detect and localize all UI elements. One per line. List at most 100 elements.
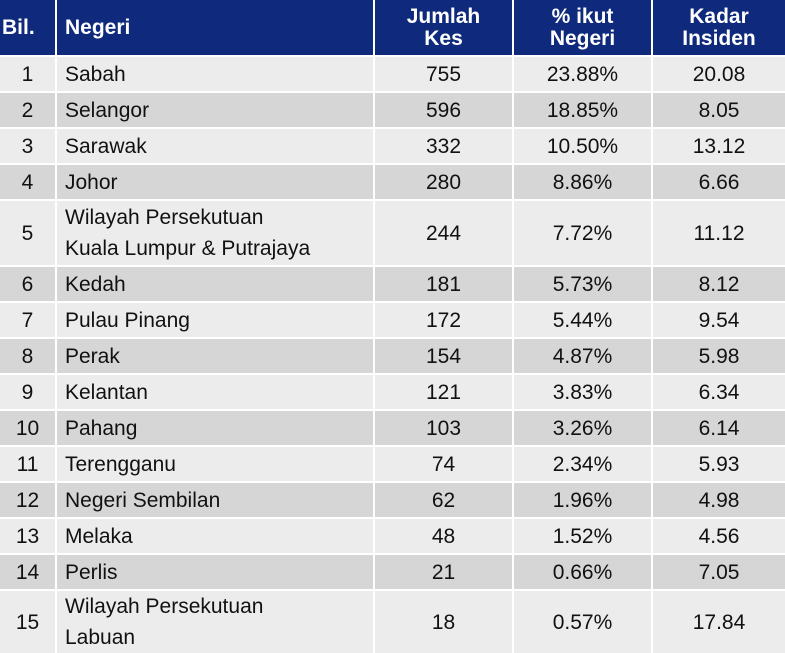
cell-peratus: 0.57%: [513, 589, 653, 653]
table-row: 10 Pahang 103 3.26% 6.14: [0, 409, 785, 446]
negeri-line2: Labuan: [65, 626, 136, 649]
cell-jumlah-kes: 755: [374, 55, 514, 92]
cell-peratus: 3.26%: [513, 409, 653, 446]
cell-bil: 12: [0, 481, 57, 518]
cell-bil: 1: [0, 55, 57, 92]
cell-peratus: 3.83%: [513, 373, 653, 410]
cell-kadar-insiden: 6.34: [652, 373, 785, 410]
cell-kadar-insiden: 6.66: [652, 163, 785, 200]
cell-bil: 11: [0, 445, 57, 482]
cell-bil: 6: [0, 265, 57, 302]
table-row: 1 Sabah 755 23.88% 20.08: [0, 55, 785, 92]
table-body: 1 Sabah 755 23.88% 20.08 2 Selangor 596 18.85% 8.…: [0, 55, 785, 653]
cell-negeri: Wilayah Persekutuan Kuala Lumpur & Putraj…: [56, 199, 375, 266]
cell-peratus: 5.44%: [513, 301, 653, 338]
table-row: 12 Negeri Sembilan 62 1.96% 4.98: [0, 481, 785, 518]
cell-jumlah-kes: 18: [374, 589, 514, 653]
cell-bil: 15: [0, 589, 57, 653]
cell-jumlah-kes: 181: [374, 265, 514, 302]
cell-jumlah-kes: 103: [374, 409, 514, 446]
cell-kadar-insiden: 8.05: [652, 91, 785, 128]
cell-peratus: 5.73%: [513, 265, 653, 302]
table-row: 2 Selangor 596 18.85% 8.05: [0, 91, 785, 128]
cell-negeri: Melaka: [56, 517, 375, 554]
header-row: Bil. Negeri Jumlah Kes % ikut Negeri Kad…: [0, 0, 785, 56]
cell-bil: 10: [0, 409, 57, 446]
header-peratus-line1: % ikut: [551, 4, 614, 28]
negeri-line1: Kedah: [65, 272, 126, 296]
cell-kadar-insiden: 7.05: [652, 553, 785, 590]
negeri-line1: Melaka: [65, 524, 133, 548]
cell-negeri: Sabah: [56, 55, 375, 92]
cell-jumlah-kes: 280: [374, 163, 514, 200]
cell-peratus: 23.88%: [513, 55, 653, 92]
cell-negeri: Perlis: [56, 553, 375, 590]
header-kadar-insiden: Kadar Insiden: [652, 0, 785, 56]
negeri-line1: Selangor: [65, 98, 150, 122]
cell-peratus: 10.50%: [513, 127, 653, 164]
negeri-line1: Johor: [65, 170, 118, 194]
cell-kadar-insiden: 17.84: [652, 589, 785, 653]
header-peratus: % ikut Negeri: [513, 0, 653, 56]
cell-kadar-insiden: 8.12: [652, 265, 785, 302]
table-row: 13 Melaka 48 1.52% 4.56: [0, 517, 785, 554]
table-row: 14 Perlis 21 0.66% 7.05: [0, 553, 785, 590]
cell-negeri: Selangor: [56, 91, 375, 128]
negeri-line1: Sarawak: [65, 134, 147, 158]
cell-jumlah-kes: 48: [374, 517, 514, 554]
negeri-line2: Kuala Lumpur & Putrajaya: [65, 237, 311, 260]
cell-peratus: 2.34%: [513, 445, 653, 482]
negeri-line1: Negeri Sembilan: [65, 488, 221, 512]
cell-peratus: 1.52%: [513, 517, 653, 554]
cell-kadar-insiden: 9.54: [652, 301, 785, 338]
cell-jumlah-kes: 154: [374, 337, 514, 374]
table-row: 3 Sarawak 332 10.50% 13.12: [0, 127, 785, 164]
cell-jumlah-kes: 21: [374, 553, 514, 590]
header-jumlah-line2: Kes: [424, 26, 463, 50]
header-bil: Bil.: [0, 0, 57, 56]
cell-kadar-insiden: 5.93: [652, 445, 785, 482]
table-row: 4 Johor 280 8.86% 6.66: [0, 163, 785, 200]
negeri-line1: Perak: [65, 344, 120, 368]
cell-jumlah-kes: 74: [374, 445, 514, 482]
header-jumlah-line1: Jumlah: [406, 4, 481, 28]
table-row: 5 Wilayah Persekutuan Kuala Lumpur & Putra…: [0, 199, 785, 266]
cell-peratus: 0.66%: [513, 553, 653, 590]
table-row: 9 Kelantan 121 3.83% 6.34: [0, 373, 785, 410]
negeri-line1: Wilayah Persekutuan: [65, 206, 264, 229]
header-peratus-line2: Negeri: [549, 26, 616, 50]
cell-negeri: Kelantan: [56, 373, 375, 410]
cell-bil: 8: [0, 337, 57, 374]
cell-negeri: Pahang: [56, 409, 375, 446]
cell-kadar-insiden: 4.56: [652, 517, 785, 554]
cell-bil: 7: [0, 301, 57, 338]
cell-jumlah-kes: 332: [374, 127, 514, 164]
table-row: 7 Pulau Pinang 172 5.44% 9.54: [0, 301, 785, 338]
negeri-line1: Wilayah Persekutuan: [65, 595, 264, 618]
header-kadar-line1: Kadar: [689, 4, 749, 28]
cell-kadar-insiden: 20.08: [652, 55, 785, 92]
header-negeri: Negeri: [56, 0, 375, 56]
table-header: Bil. Negeri Jumlah Kes % ikut Negeri Kad…: [0, 0, 785, 56]
cell-negeri: Perak: [56, 337, 375, 374]
cell-jumlah-kes: 172: [374, 301, 514, 338]
cell-peratus: 7.72%: [513, 199, 653, 266]
cell-jumlah-kes: 121: [374, 373, 514, 410]
cell-negeri: Wilayah Persekutuan Labuan: [56, 589, 375, 653]
header-kadar-line2: Insiden: [682, 26, 756, 50]
cell-negeri: Kedah: [56, 265, 375, 302]
header-jumlah-kes: Jumlah Kes: [374, 0, 514, 56]
cell-bil: 9: [0, 373, 57, 410]
negeri-line1: Kelantan: [65, 380, 148, 404]
cell-negeri: Negeri Sembilan: [56, 481, 375, 518]
cell-jumlah-kes: 244: [374, 199, 514, 266]
cell-bil: 13: [0, 517, 57, 554]
cell-bil: 3: [0, 127, 57, 164]
table-row: 8 Perak 154 4.87% 5.98: [0, 337, 785, 374]
cell-jumlah-kes: 62: [374, 481, 514, 518]
cell-bil: 4: [0, 163, 57, 200]
cell-peratus: 8.86%: [513, 163, 653, 200]
cell-jumlah-kes: 596: [374, 91, 514, 128]
cell-kadar-insiden: 13.12: [652, 127, 785, 164]
table-row: 6 Kedah 181 5.73% 8.12: [0, 265, 785, 302]
